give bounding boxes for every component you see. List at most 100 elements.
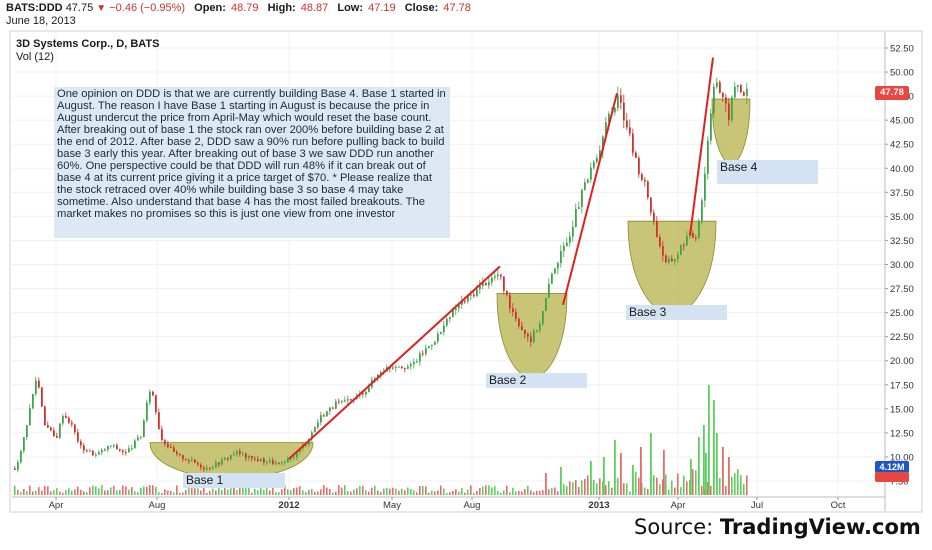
price-axis[interactable]: 52.5050.0047.5045.0042.5040.0037.5035.00… (884, 32, 914, 511)
volume-bar (308, 490, 310, 495)
volume-bar (725, 485, 727, 495)
candle-body (380, 372, 382, 375)
candle-body (563, 245, 565, 252)
volume-bar (386, 487, 388, 495)
base-3-label[interactable]: Base 3 (626, 305, 727, 320)
base-4-label[interactable]: Base 4 (717, 160, 818, 184)
candle-body (89, 450, 91, 452)
volume-bar (455, 489, 457, 495)
candle-body (629, 127, 631, 134)
base-2-label[interactable]: Base 2 (486, 373, 587, 388)
volume-bar (422, 486, 424, 495)
volume-bar (350, 491, 352, 495)
candle-body (728, 103, 730, 120)
candle-body (494, 276, 496, 278)
volume-bar (86, 492, 88, 495)
base-1-label[interactable]: Base 1 (183, 473, 285, 488)
volume-bar (53, 490, 55, 495)
volume-bar (626, 483, 628, 495)
volume-bar (437, 490, 439, 495)
candle-body (590, 167, 592, 180)
volume-bar (101, 485, 103, 495)
candle-body (467, 295, 469, 302)
candle-body (62, 415, 64, 424)
volume-bar (149, 485, 151, 495)
candle-body (326, 411, 328, 417)
volume-bar-spike (713, 400, 715, 495)
candle-body (263, 458, 265, 463)
candle-body (191, 459, 193, 461)
candle-body (239, 451, 241, 454)
analysis-note[interactable]: One opinion on DDD is that we are curren… (54, 87, 450, 238)
open-value: 48.79 (231, 2, 259, 14)
volume-bar (74, 489, 76, 495)
volume-bar-spike (614, 440, 616, 495)
trend-line-2 (562, 92, 618, 306)
volume-bar-spike (722, 447, 724, 495)
candle-body (149, 391, 151, 403)
candle-body (320, 415, 322, 423)
volume-bar (656, 477, 658, 495)
close-value: 47.78 (443, 2, 471, 14)
candle-body (77, 432, 79, 442)
volume-bar (140, 487, 142, 495)
candle-body (584, 182, 586, 190)
candle-body (80, 441, 82, 446)
volume-bar (731, 476, 733, 495)
volume-bar-spike (698, 437, 700, 495)
candle-body (719, 82, 721, 93)
volume-bar (203, 486, 205, 495)
candle-body (200, 464, 202, 468)
volume-bar (623, 483, 625, 495)
candle-body (323, 415, 325, 417)
candle-body (683, 244, 685, 246)
y-tick-label: 40.00 (890, 164, 914, 175)
volume-bar (176, 485, 178, 495)
source-attribution[interactable]: Source: TradingView.com (634, 515, 921, 539)
candle-body (569, 236, 571, 243)
candle-body (542, 311, 544, 325)
volume-bar (230, 487, 232, 495)
candle-body (137, 437, 139, 441)
candle-body (221, 459, 223, 465)
volume-bar (575, 479, 577, 495)
candle-body (155, 395, 157, 413)
candle-body (143, 420, 145, 437)
candle-body (128, 448, 130, 453)
open-label: Open: (194, 2, 226, 14)
volume-bar (539, 490, 541, 495)
volume-bar (302, 490, 304, 495)
candle-body (332, 407, 334, 409)
candle-body (593, 161, 595, 168)
candle-body (470, 294, 472, 296)
volume-bar (95, 486, 97, 495)
volume-bar (485, 485, 487, 495)
candle-body (722, 92, 724, 98)
x-tick-label: Aug (464, 500, 481, 511)
candle-body (203, 467, 205, 470)
time-axis[interactable]: Apr Aug 2012 May Aug 2013 Apr Jul Oct (12, 496, 885, 511)
y-tick-label: 15.00 (890, 404, 914, 415)
volume-bar (659, 484, 661, 495)
candle-body (704, 173, 706, 201)
candle-body (173, 447, 175, 453)
volume-bar (503, 490, 505, 495)
candle-body (416, 361, 418, 363)
volume-bar (470, 485, 472, 495)
y-tick-label: 27.50 (890, 284, 914, 295)
volume-bar (734, 473, 736, 495)
volume-bar (131, 487, 133, 495)
candle-body (575, 209, 577, 227)
x-tick-label: May (383, 500, 401, 511)
volume-bar (212, 488, 214, 495)
candle-body (716, 82, 718, 87)
volume-bar (524, 489, 526, 495)
candle-body (29, 408, 31, 426)
candle-body (248, 455, 250, 459)
volume-bar (272, 485, 274, 495)
candle-body (56, 436, 58, 438)
volume-bar (491, 487, 493, 495)
volume-bar (680, 487, 682, 495)
candle-body (698, 220, 700, 239)
